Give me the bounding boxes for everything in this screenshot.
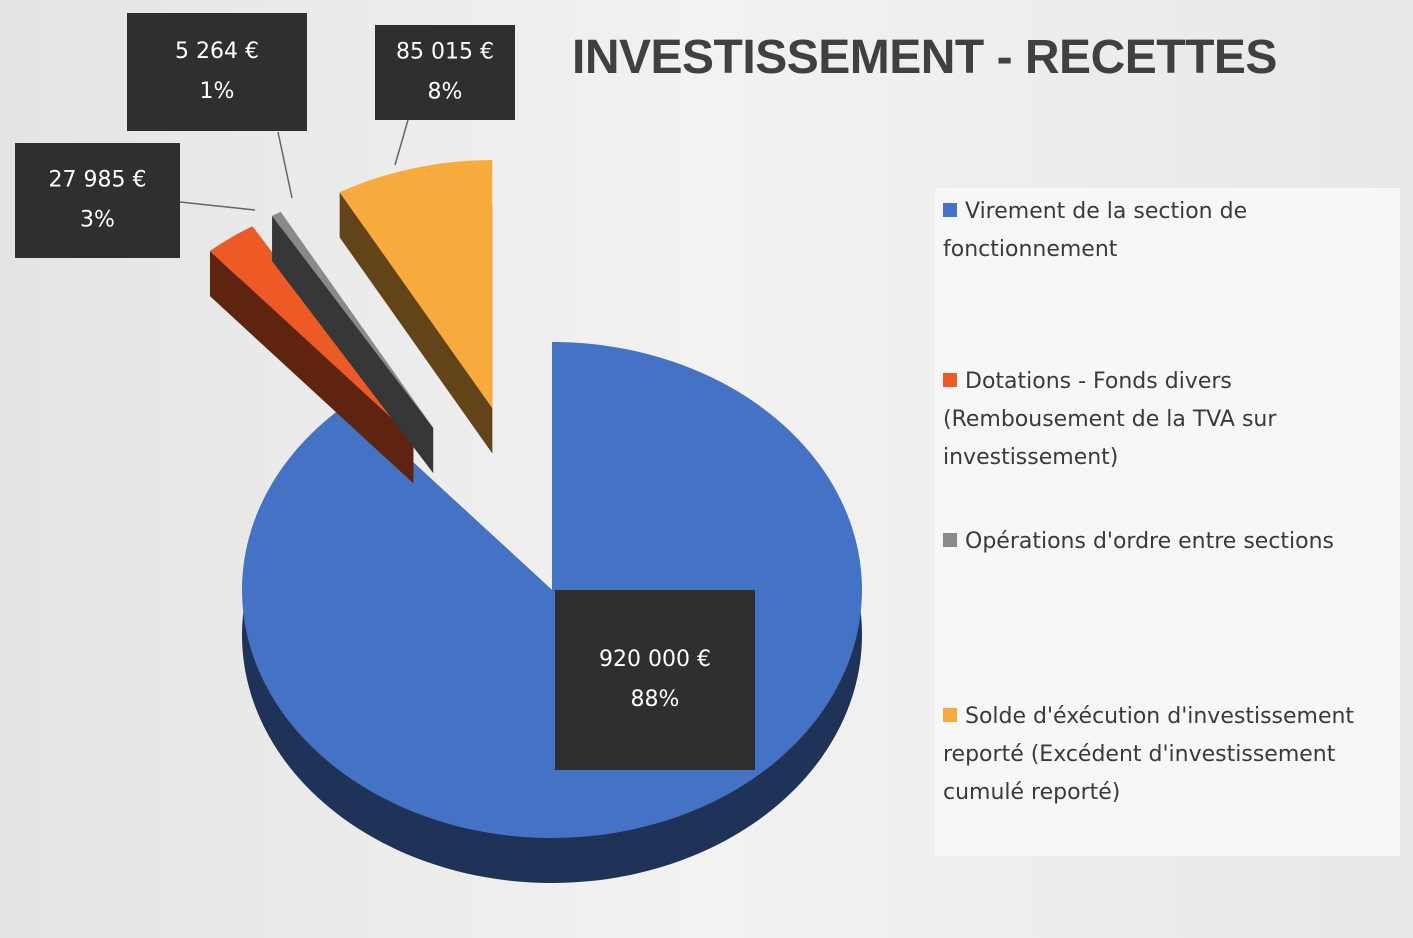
legend-label: Solde d'éxécution d'investissement repor… (943, 704, 1355, 805)
data-label: 1% (200, 79, 235, 104)
slice (339, 160, 493, 409)
legend-item: Dotations - Fonds divers (Rembousement d… (943, 363, 1383, 477)
legend-label: Dotations - Fonds divers (Rembousement d… (943, 369, 1277, 470)
data-label-box (555, 590, 755, 770)
legend-item: Opérations d'ordre entre sections (943, 523, 1383, 561)
legend-swatch (943, 533, 957, 547)
slice-wall (339, 192, 493, 454)
legend-label: Virement de la section de fonctionnement (943, 199, 1248, 262)
legend-swatch (943, 708, 957, 722)
slice (209, 226, 414, 439)
data-label-box (15, 143, 180, 258)
legend-item: Virement de la section de fonctionnement (943, 193, 1383, 269)
slice-wall (209, 251, 414, 484)
data-label: 5 264 € (175, 39, 259, 64)
legend: Virement de la section de fonctionnement… (935, 188, 1400, 856)
data-label-box (375, 25, 515, 120)
data-label: 920 000 € (599, 647, 711, 672)
data-label-box (127, 13, 307, 131)
data-label: 88% (631, 687, 680, 712)
data-label: 8% (428, 80, 463, 105)
data-label: 85 015 € (396, 40, 494, 65)
legend-item: Solde d'éxécution d'investissement repor… (943, 698, 1383, 812)
slice (272, 211, 434, 428)
leader-line (277, 131, 293, 199)
data-label: 27 985 € (49, 168, 147, 193)
legend-label: Opérations d'ordre entre sections (965, 529, 1335, 554)
leader-line (394, 119, 409, 166)
data-label: 3% (80, 208, 115, 233)
slice (241, 342, 863, 838)
leader-line (179, 201, 256, 211)
legend-swatch (943, 373, 957, 387)
chart-title: INVESTISSEMENT - RECETTES (572, 31, 1277, 84)
legend-swatch (943, 203, 957, 217)
